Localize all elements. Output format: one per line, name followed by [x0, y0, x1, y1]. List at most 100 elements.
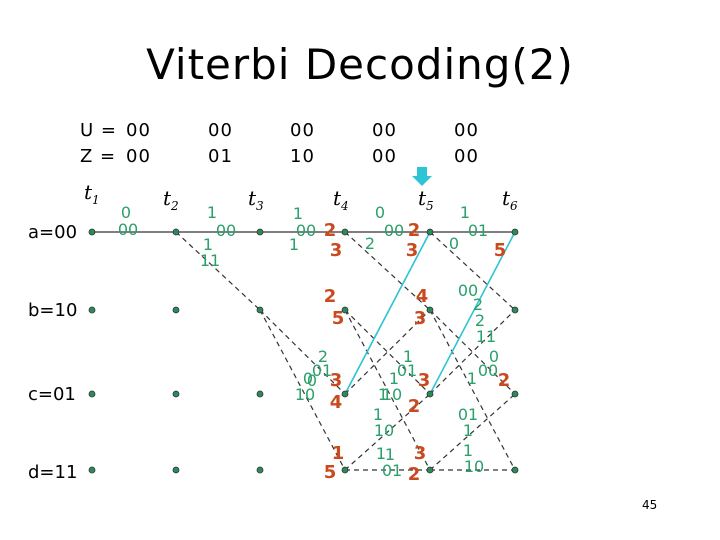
trellis-node: [256, 466, 264, 474]
branch-metric-label: 1: [389, 369, 399, 388]
branch-metric-label: 2: [318, 347, 328, 366]
branch-metric-label: 10: [382, 385, 402, 404]
branch-metric-label: 1: [385, 445, 395, 464]
branch-metric-label: 10: [464, 457, 484, 476]
trellis-node: [88, 228, 96, 236]
time-label: t5: [418, 186, 434, 213]
branch-metric-label: 1: [373, 405, 383, 424]
time-label: t4: [333, 186, 349, 213]
branch-metric-label: 01: [312, 361, 332, 380]
trellis-branch: [344, 231, 431, 311]
path-metric-label: 2: [408, 220, 421, 241]
time-label: t6: [502, 186, 518, 213]
trellis-node: [341, 228, 349, 236]
branch-metric-label: 1: [467, 369, 477, 388]
branch-metric-label: 01: [382, 461, 402, 480]
branch-metric-label: 10: [295, 385, 315, 404]
highlight-branch: [429, 231, 516, 395]
u-value: 00: [372, 120, 397, 141]
branch-metric-label: 00: [118, 220, 138, 239]
z-value: 00: [454, 146, 479, 167]
path-metric-label: 2: [408, 464, 421, 485]
u-value: 00: [290, 120, 315, 141]
down-arrow-icon: [412, 167, 432, 186]
branch-metric-label: 2: [475, 311, 485, 330]
path-metric-label: 3: [414, 308, 427, 329]
path-metric-label: 3: [418, 370, 431, 391]
trellis-branch: [429, 309, 516, 395]
branch-metric-label: 1: [207, 203, 217, 222]
branch-metric-label: 0: [307, 371, 317, 390]
path-metric-label: 3: [330, 240, 343, 261]
path-metric-label: 5: [324, 462, 337, 483]
trellis-node: [256, 390, 264, 398]
trellis-branch: [429, 231, 516, 311]
trellis-node: [341, 306, 349, 314]
branch-metric-label: 1: [289, 235, 299, 254]
state-label-a: a=00: [28, 222, 78, 243]
trellis-node: [426, 466, 434, 474]
branch-metric-label: 0: [303, 369, 313, 388]
time-label: t2: [163, 186, 179, 213]
trellis-branch: [259, 309, 346, 471]
trellis-node: [172, 306, 180, 314]
trellis-node: [172, 466, 180, 474]
u-value: 00: [126, 120, 151, 141]
trellis-node: [511, 390, 519, 398]
trellis-node: [256, 228, 264, 236]
trellis-node: [88, 306, 96, 314]
path-metric-label: 1: [332, 443, 345, 464]
path-metric-label: 2: [324, 286, 337, 307]
trellis-node: [88, 466, 96, 474]
trellis-node: [88, 390, 96, 398]
branch-metric-label: 0: [375, 203, 385, 222]
branch-metric-label: 00: [296, 221, 316, 240]
branch-metric-label: 1: [463, 421, 473, 440]
trellis-branch: [259, 309, 346, 395]
branch-metric-label: 11: [476, 327, 496, 346]
branch-metric-label: 2: [365, 234, 375, 253]
trellis-branch: [429, 393, 516, 471]
trellis-branch: [175, 231, 261, 311]
u-value: 00: [208, 120, 233, 141]
branch-metric-label: 01: [458, 405, 478, 424]
branch-metric-label: 2: [473, 295, 483, 314]
u-value: 00: [454, 120, 479, 141]
trellis-node: [511, 466, 519, 474]
branch-metric-label: 1: [403, 347, 413, 366]
trellis-branch: [344, 309, 431, 471]
branch-metric-label: 0: [449, 234, 459, 253]
trellis-branch: [344, 393, 431, 471]
path-metric-label: 5: [494, 240, 507, 261]
branch-metric-label: 11: [200, 251, 220, 270]
branch-metric-label: 00: [458, 281, 478, 300]
path-metric-label: 3: [406, 240, 419, 261]
trellis-node: [511, 228, 519, 236]
trellis-node: [426, 306, 434, 314]
z-value: 00: [126, 146, 151, 167]
trellis-node: [511, 306, 519, 314]
trellis-node: [256, 306, 264, 314]
state-label-d: d=11: [28, 462, 78, 483]
trellis-branch: [344, 309, 431, 395]
time-label: t1: [84, 180, 100, 207]
branch-metric-label: 1: [463, 441, 473, 460]
z-value: 10: [290, 146, 315, 167]
path-metric-label: 4: [330, 392, 343, 413]
path-metric-label: 3: [330, 370, 343, 391]
time-label: t3: [248, 186, 264, 213]
path-metric-label: 2: [498, 370, 511, 391]
page-number: 45: [642, 498, 658, 512]
branch-metric-label: 1: [293, 204, 303, 223]
branch-metric-label: 00: [216, 221, 236, 240]
branch-metric-label: 00: [384, 221, 404, 240]
trellis-node: [426, 228, 434, 236]
trellis-branch: [429, 309, 516, 395]
z-value: 00: [372, 146, 397, 167]
branch-metric-label: 1: [460, 203, 470, 222]
branch-metric-label: 0: [121, 203, 131, 222]
path-metric-label: 2: [324, 220, 337, 241]
slide-title: Viterbi Decoding(2): [146, 40, 574, 89]
branch-metric-label: 10: [374, 421, 394, 440]
trellis-node: [341, 390, 349, 398]
